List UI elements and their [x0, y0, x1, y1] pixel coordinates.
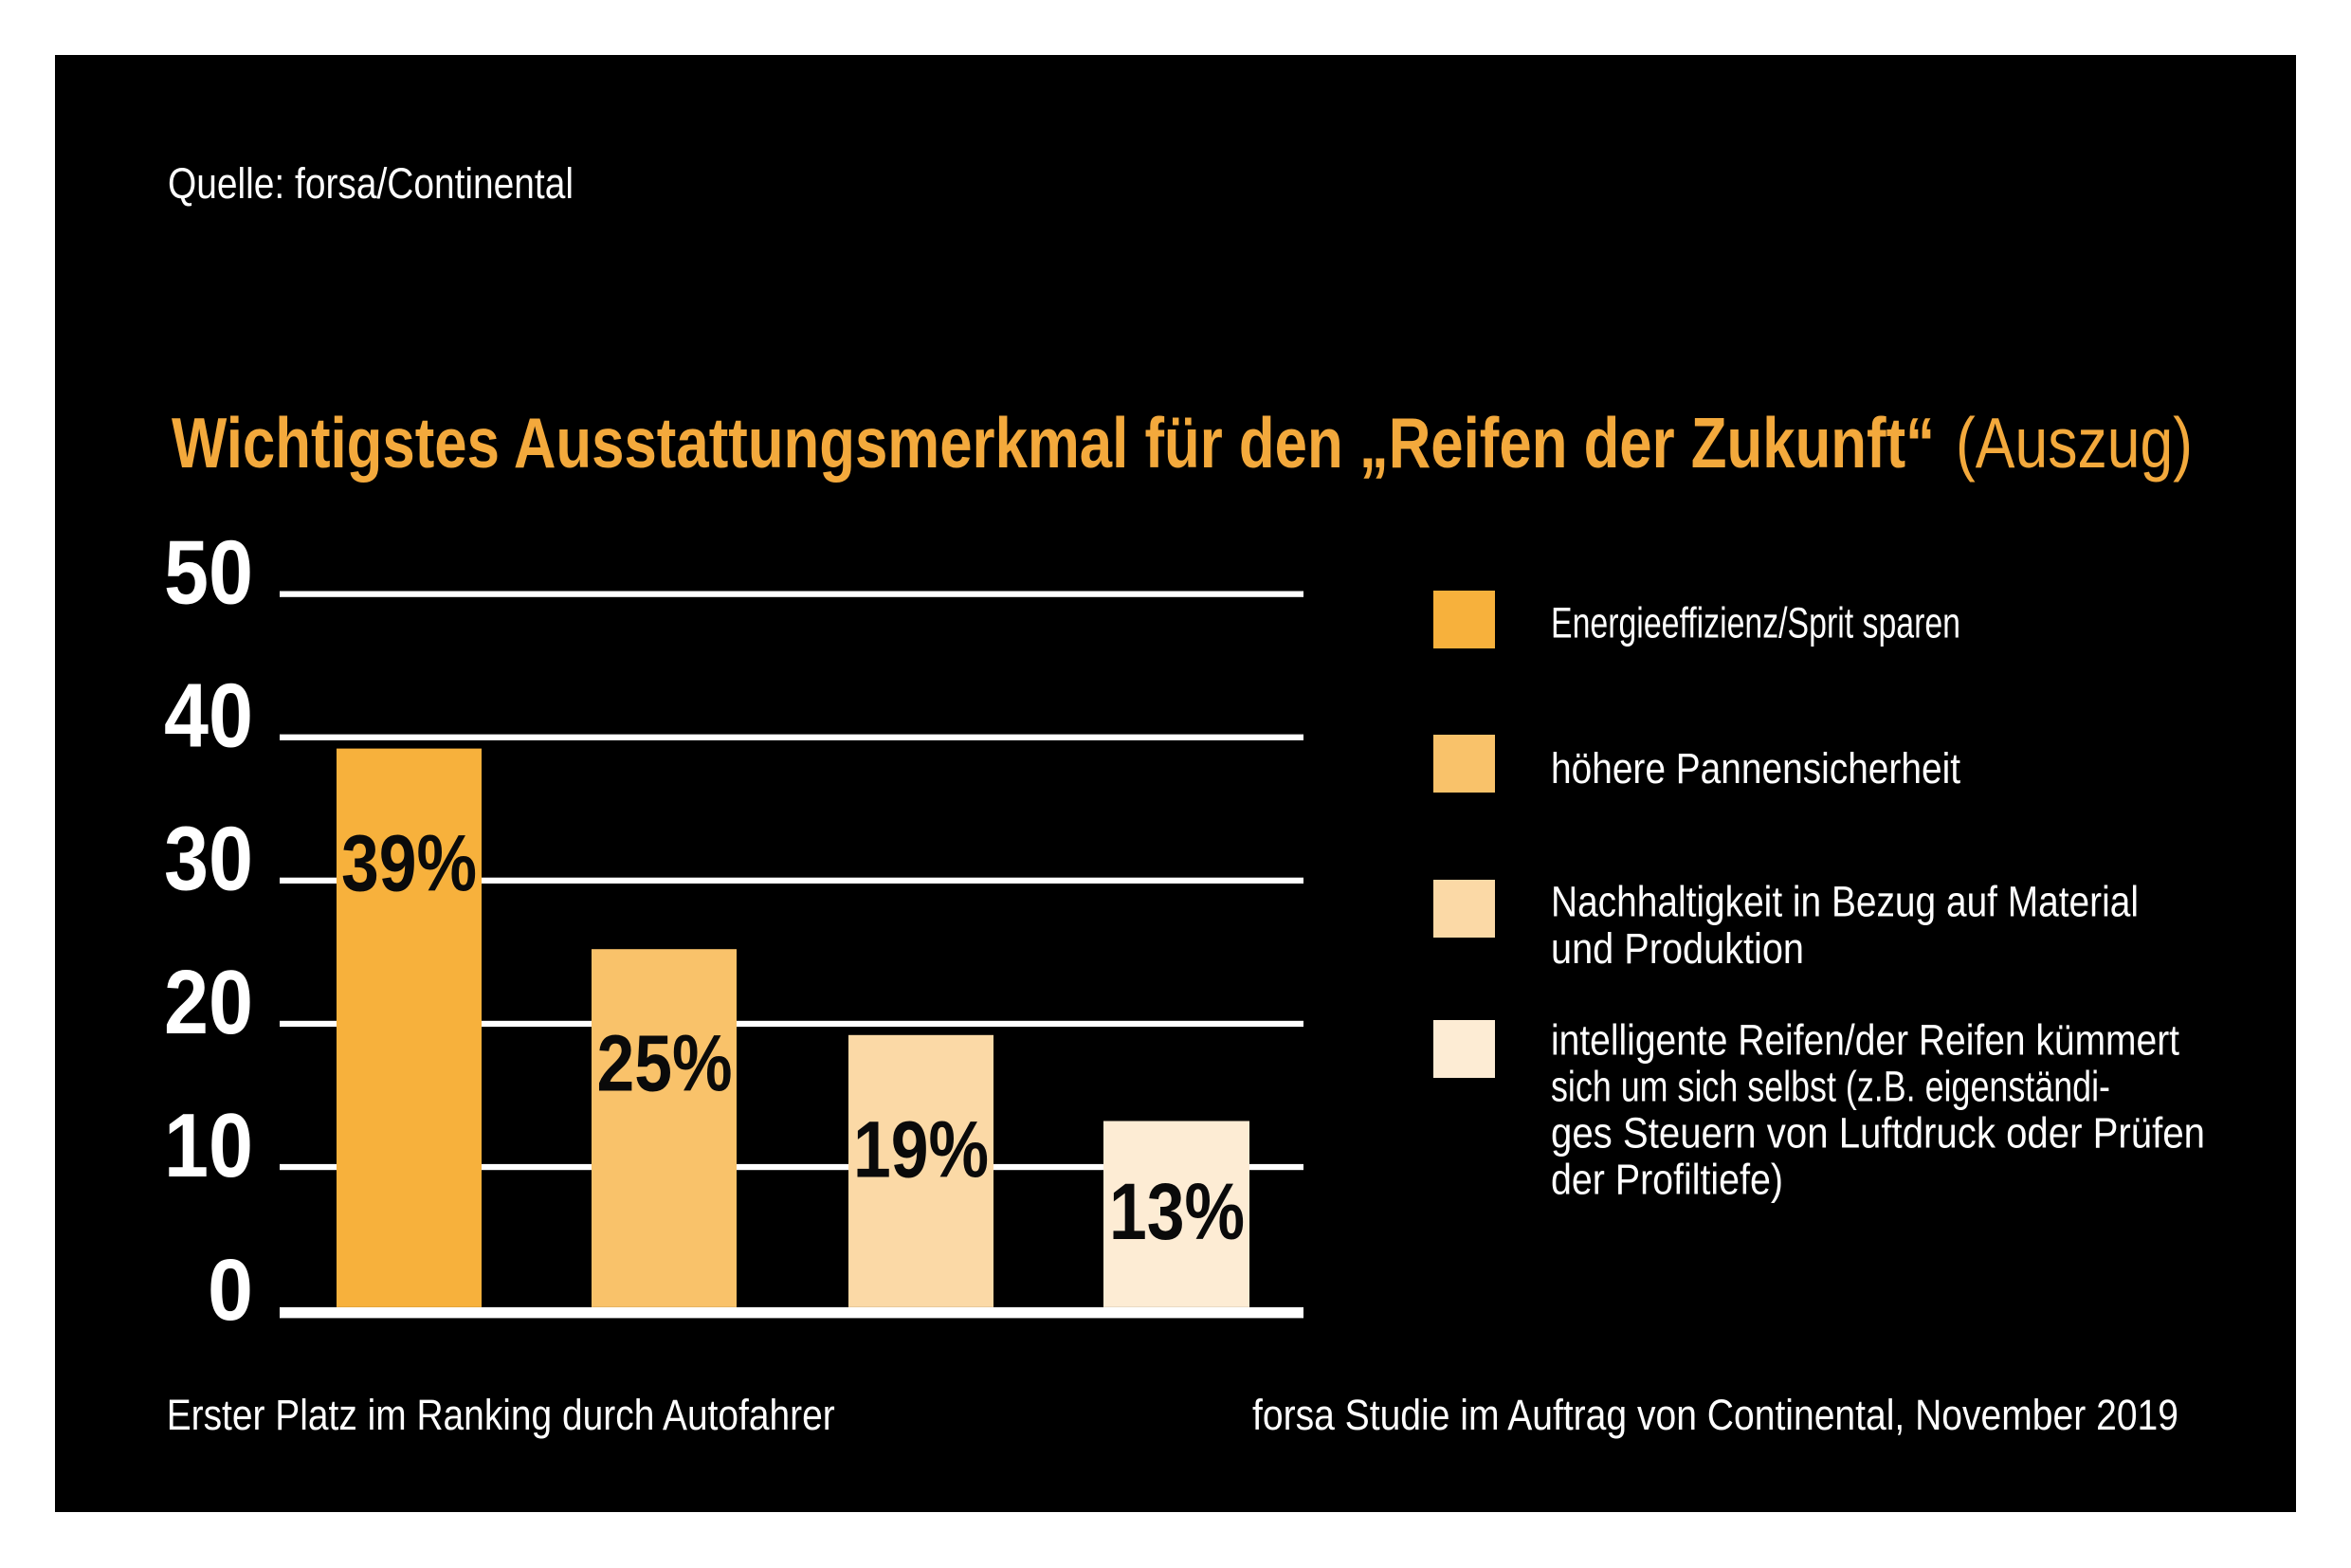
svg-text:intelligente Reifen/der Reifen: intelligente Reifen/der Reifen kümmert [1551, 1016, 2179, 1065]
svg-text:Erster Platz im Ranking durch: Erster Platz im Ranking durch Autofahrer [167, 1391, 835, 1439]
svg-text:und Produktion: und Produktion [1551, 924, 1804, 973]
svg-text:höhere Pannensicherheit: höhere Pannensicherheit [1551, 744, 1960, 793]
svg-text:Energieeffizienz/Sprit sparen: Energieeffizienz/Sprit sparen [1551, 599, 1960, 647]
svg-text:sich um sich selbst (z.B. eige: sich um sich selbst (z.B. eigenständi- [1551, 1063, 2110, 1111]
svg-text:39%: 39% [341, 819, 477, 908]
svg-text:13%: 13% [1109, 1167, 1245, 1256]
svg-text:0: 0 [208, 1242, 253, 1339]
svg-text:50: 50 [164, 522, 253, 624]
svg-text:forsa Studie im Auftrag von Co: forsa Studie im Auftrag von Continental,… [1252, 1391, 2178, 1439]
svg-text:25%: 25% [597, 1019, 733, 1108]
svg-text:19%: 19% [853, 1105, 989, 1194]
svg-text:20: 20 [164, 952, 253, 1053]
svg-text:Wichtigstes Ausstattungsmerkma: Wichtigstes Ausstattungsmerkmal für den … [172, 403, 1935, 483]
svg-text:der Profiltiefe): der Profiltiefe) [1551, 1156, 1783, 1204]
svg-text:Quelle: forsa/Continental: Quelle: forsa/Continental [168, 159, 574, 208]
svg-text:10: 10 [164, 1095, 253, 1196]
svg-text:(Auszug): (Auszug) [1956, 403, 2193, 483]
svg-text:Nachhaltigkeit in Bezug auf Ma: Nachhaltigkeit in Bezug auf Material [1551, 877, 2139, 925]
svg-text:40: 40 [164, 665, 253, 767]
svg-text:30: 30 [164, 809, 253, 910]
svg-text:ges Steuern von Luftdruck oder: ges Steuern von Luftdruck oder Prüfen [1551, 1109, 2205, 1158]
